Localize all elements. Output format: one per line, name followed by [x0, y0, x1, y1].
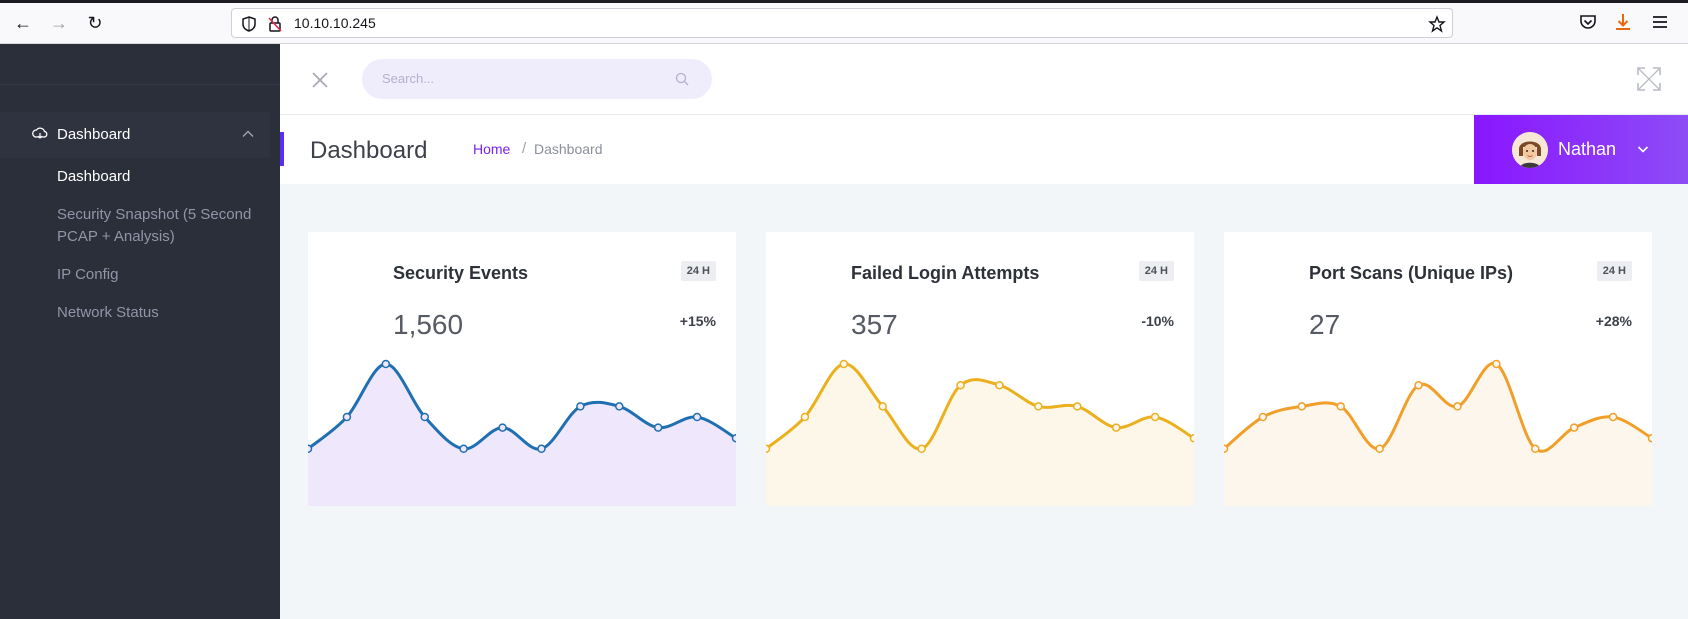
sidebar-divider [0, 84, 280, 85]
chart-point [1189, 433, 1194, 443]
sidebar-item-security-snapshot[interactable]: Security Snapshot (5 Second PCAP + Analy… [57, 206, 252, 245]
user-name[interactable]: Nathan [1558, 139, 1617, 159]
chart-point [1336, 402, 1345, 411]
page-title: Dashboard [310, 137, 428, 164]
chart-point [381, 359, 391, 369]
chart-point [342, 412, 352, 422]
chart-point [1492, 359, 1501, 369]
card-value: 1,560 [393, 309, 464, 340]
card-title: Failed Login Attempts [851, 263, 1040, 283]
cloud-icon [32, 127, 48, 139]
chart-point [1073, 402, 1082, 411]
card-title: Security Events [393, 263, 529, 283]
insecure-lock-icon[interactable] [266, 15, 284, 33]
back-icon[interactable]: ← [14, 13, 32, 33]
breadcrumb-current: Dashboard [534, 141, 603, 157]
chart-point [1150, 412, 1160, 422]
chart-point [995, 380, 1004, 390]
main-content: Search... Dashboard Home / Dashboard [280, 44, 1688, 619]
stat-card-port-scans: Port Scans (Unique IPs) 24 H 27 +28% [1224, 232, 1652, 506]
chart-point [576, 402, 585, 411]
fullscreen-icon[interactable] [1636, 66, 1662, 92]
sparkline-chart [308, 359, 736, 506]
chart-point [878, 402, 887, 411]
title-accent-bar [280, 132, 284, 166]
chart-point [1647, 433, 1652, 443]
chart-point [1569, 423, 1579, 432]
chart-point [731, 433, 736, 443]
user-menu-button[interactable]: Nathan [1474, 115, 1688, 184]
top-header: Search... [280, 44, 1688, 115]
chart-point [1111, 423, 1121, 432]
sidebar: Dashboard Dashboard Security Snapshot (5… [0, 44, 280, 619]
chart-point [537, 444, 546, 454]
chart-point [917, 444, 926, 454]
search-icon[interactable] [675, 72, 689, 86]
time-range-badge: 24 H [1138, 261, 1174, 281]
time-range-badge: 24 H [680, 261, 716, 281]
card-change: +15% [679, 313, 716, 329]
sidebar-group-dashboard[interactable]: Dashboard [0, 112, 270, 158]
chart-point [308, 444, 313, 454]
reload-icon[interactable]: ↻ [87, 13, 103, 33]
card-change: -10% [1141, 313, 1174, 329]
menu-icon[interactable] [1650, 12, 1670, 32]
chart-point [766, 444, 771, 454]
chart-point [1258, 412, 1268, 422]
card-value: 357 [851, 309, 898, 340]
search-placeholder: Search... [382, 71, 435, 86]
bookmark-star-icon[interactable] [1428, 15, 1446, 33]
card-value: 27 [1309, 309, 1341, 340]
time-range-badge: 24 H [1596, 261, 1632, 281]
address-bar[interactable]: 10.10.10.245 [231, 8, 1453, 38]
url-text[interactable]: 10.10.10.245 [294, 15, 376, 31]
avatar-image [1512, 132, 1548, 168]
window-top-edge [0, 0, 1688, 3]
sidebar-item-network-status[interactable]: Network Status [57, 304, 159, 321]
chart-point [1531, 444, 1540, 454]
forward-icon[interactable]: → [50, 13, 68, 33]
sidebar-item-ip-config[interactable]: IP Config [57, 266, 119, 283]
chart-point [1224, 444, 1229, 454]
shield-icon[interactable] [240, 15, 258, 33]
chevron-down-icon[interactable] [1636, 142, 1650, 156]
chart-area-fill [766, 363, 1194, 506]
sparkline-chart [766, 359, 1194, 506]
stat-card-failed-logins: Failed Login Attempts 24 H 357 -10% [766, 232, 1194, 506]
download-icon[interactable] [1613, 12, 1633, 32]
card-title: Port Scans (Unique IPs) [1309, 263, 1514, 283]
chart-point [459, 444, 468, 454]
card-change: +28% [1595, 313, 1632, 329]
chart-area-fill [1224, 363, 1652, 506]
sparkline-chart [1224, 359, 1652, 506]
chart-area-fill [308, 364, 736, 506]
chart-point [420, 412, 429, 422]
page-title-bar: Dashboard Home / Dashboard Nathan [280, 115, 1688, 184]
chart-point [498, 423, 507, 432]
breadcrumb-separator: / [522, 140, 527, 157]
pocket-icon[interactable] [1578, 12, 1598, 32]
chart-point [692, 412, 702, 422]
chart-point [615, 402, 624, 411]
chart-point [1453, 402, 1462, 411]
chart-point [800, 412, 810, 422]
breadcrumb-home-link[interactable]: Home [473, 141, 511, 157]
browser-toolbar: ← → ↻ 10.10.10.245 [0, 0, 1688, 44]
avatar[interactable] [1512, 132, 1548, 168]
close-icon[interactable] [310, 70, 330, 90]
sidebar-item-dashboard[interactable]: Dashboard [57, 168, 131, 185]
sidebar-group-label: Dashboard [57, 126, 131, 143]
chart-point [1375, 444, 1384, 454]
chart-point [1297, 402, 1307, 411]
chevron-up-icon[interactable] [240, 126, 256, 142]
stat-card-security-events: Security Events 24 H 1,560 +15% [308, 232, 736, 506]
chart-point [653, 423, 663, 432]
chart-point [1608, 412, 1618, 422]
chart-point [956, 380, 965, 390]
chart-point [1414, 380, 1423, 390]
chart-point [1034, 402, 1043, 411]
chart-point [839, 359, 849, 369]
search-input[interactable]: Search... [362, 59, 712, 99]
